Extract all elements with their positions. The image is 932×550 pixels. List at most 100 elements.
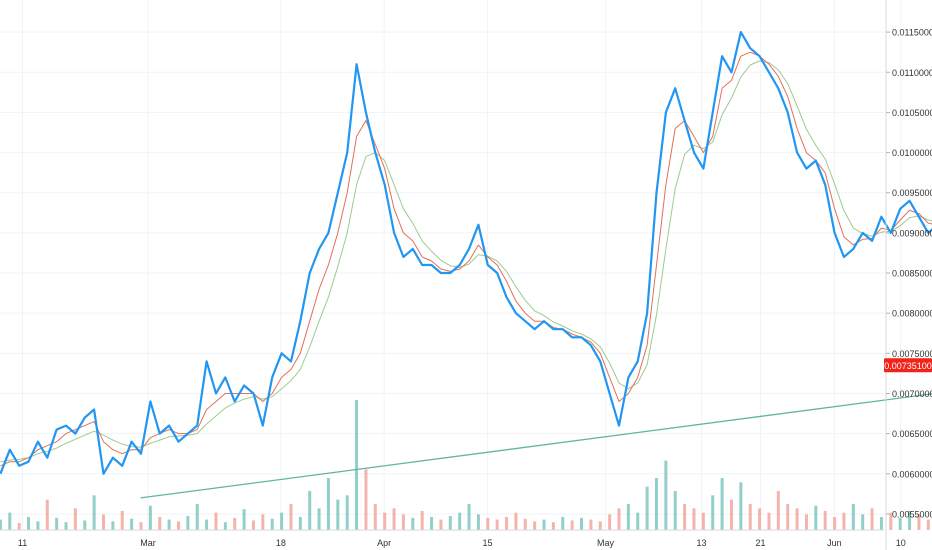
volume-bar	[729, 499, 733, 530]
y-tick-label: 0.00900000	[892, 228, 932, 238]
volume-bar	[926, 519, 930, 530]
volume-bar	[711, 495, 715, 530]
x-tick-label: May	[597, 538, 615, 548]
volume-bar	[598, 521, 602, 530]
volume-bar	[758, 508, 762, 530]
volume-bar	[298, 517, 302, 530]
volume-bar	[373, 504, 377, 530]
volume-bar	[814, 505, 818, 530]
volume-bar	[580, 517, 584, 530]
volume-bar	[692, 508, 696, 530]
x-axis: 11Mar18Apr15May1321Jun1019Jul1523Aug	[0, 529, 906, 548]
y-tick-label: 0.00700000	[892, 389, 932, 399]
x-tick-label: 11	[18, 538, 27, 548]
volume-bar	[251, 520, 255, 530]
last-price-label: 0.00735100	[884, 361, 932, 371]
volume-bar	[833, 517, 837, 530]
volume-bar	[392, 508, 396, 530]
volume-bar	[214, 512, 218, 530]
x-tick-label: Mar	[140, 538, 156, 548]
volume-bar	[120, 510, 124, 530]
x-tick-label: 21	[756, 538, 766, 548]
fast-ma-line	[0, 51, 932, 467]
volume-bar	[439, 519, 443, 530]
volume-bar	[223, 522, 227, 530]
volume-bar	[776, 491, 780, 530]
volume-bars	[0, 400, 930, 530]
volume-bar	[523, 518, 527, 530]
x-tick-label: 10	[896, 538, 906, 548]
volume-bar	[148, 505, 152, 530]
volume-bar	[861, 514, 865, 530]
volume-bar	[27, 517, 31, 530]
volume-bar	[636, 512, 640, 530]
volume-bar	[701, 512, 705, 530]
volume-bar	[130, 518, 134, 530]
volume-bar	[908, 510, 912, 530]
volume-bar	[280, 512, 284, 530]
volume-bar	[420, 510, 424, 530]
volume-bar	[195, 504, 199, 530]
volume-bar	[589, 519, 593, 530]
volume-bar	[673, 491, 677, 530]
volume-bar	[467, 504, 471, 530]
volume-bar	[767, 512, 771, 530]
volume-bar	[486, 517, 490, 530]
volume-bar	[561, 517, 565, 530]
y-tick-label: 0.00850000	[892, 269, 932, 279]
volume-bar	[570, 520, 574, 530]
volume-bar	[898, 517, 902, 530]
volume-bar	[17, 523, 21, 530]
volume-bar	[289, 504, 293, 530]
price-tag-layer: 0.00735100	[884, 358, 932, 373]
volume-bar	[533, 521, 537, 530]
volume-bar	[326, 478, 330, 530]
volume-bar	[851, 504, 855, 530]
volume-bar	[842, 512, 846, 530]
volume-bar	[186, 516, 190, 530]
y-tick-label: 0.00600000	[892, 469, 932, 479]
volume-bar	[92, 495, 96, 530]
volume-bar	[683, 504, 687, 530]
volume-bar	[645, 486, 649, 530]
volume-bar	[176, 521, 180, 530]
x-tick-label: 18	[276, 538, 286, 548]
volume-bar	[626, 504, 630, 530]
trendline	[140, 393, 932, 499]
volume-bar	[617, 508, 621, 530]
volume-bar	[45, 499, 49, 530]
volume-bar	[430, 517, 434, 530]
y-tick-label: 0.00800000	[892, 309, 932, 319]
last-price-tag	[884, 358, 932, 373]
volume-bar	[242, 509, 246, 530]
volume-bar	[505, 517, 509, 530]
volume-bar	[167, 519, 171, 530]
volume-bar	[748, 504, 752, 530]
volume-bar	[345, 495, 349, 530]
volume-bar	[317, 508, 321, 530]
volume-bar	[383, 512, 387, 530]
volume-bar	[336, 499, 340, 530]
volume-bar	[233, 517, 237, 530]
volume-bar	[720, 478, 724, 530]
volume-bar	[448, 516, 452, 530]
trendline-layer	[140, 393, 932, 499]
volume-bar	[36, 521, 40, 530]
volume-bar	[139, 522, 143, 530]
volume-bar	[542, 519, 546, 530]
volume-bar	[401, 514, 405, 530]
volume-bar	[879, 517, 883, 530]
volume-bar	[270, 518, 274, 530]
price-line	[0, 31, 932, 475]
volume-bar	[73, 508, 77, 530]
x-tick-label: 15	[482, 538, 492, 548]
y-tick-label: 0.01150000	[892, 28, 932, 38]
volume-bar	[64, 522, 68, 530]
volume-bar	[261, 514, 265, 530]
volume-bar	[495, 519, 499, 530]
volume-bar	[476, 514, 480, 530]
volume-bar	[458, 512, 462, 530]
volume-bar	[795, 508, 799, 530]
x-tick-label: 13	[696, 538, 706, 548]
volume-bar	[608, 514, 612, 530]
